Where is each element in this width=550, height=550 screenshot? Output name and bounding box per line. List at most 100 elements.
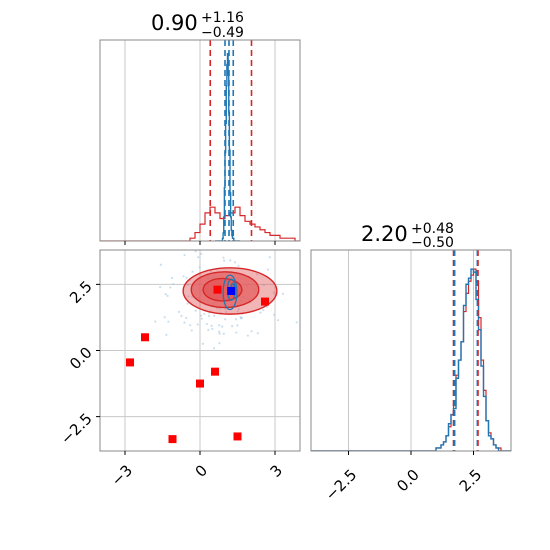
sample-point [196, 323, 199, 326]
x-tick-label: 0.0 [393, 466, 423, 496]
sample-point [225, 310, 228, 314]
sample-point [172, 282, 175, 286]
sample-point [237, 308, 240, 311]
sample-point [164, 293, 167, 296]
x-tick-label: 0 [192, 461, 211, 480]
marginal-panel-param2: −2.5 0.0 2.5 2.20 +0.48 −0.50 [310, 221, 512, 504]
sample-point [185, 276, 188, 279]
sample-point [212, 347, 216, 350]
sample-point [200, 252, 203, 255]
title-median: 2.20 [361, 222, 408, 246]
sample-point [207, 328, 210, 332]
sample-point [224, 307, 227, 311]
x-ticks: −2.5 0.0 2.5 [322, 451, 485, 504]
sample-point [159, 263, 162, 266]
panel-title-param1: 0.90 +1.16 −0.49 [151, 10, 244, 41]
x-tick-label: −2.5 [322, 466, 360, 504]
sample-point [218, 332, 221, 335]
sample-point [185, 316, 188, 320]
marker-red-square [233, 432, 242, 441]
sample-point [237, 264, 240, 267]
marker-red-square [211, 367, 219, 376]
sample-point [246, 247, 248, 249]
sample-point [222, 256, 225, 259]
sample-point [262, 308, 265, 312]
sample-point [170, 276, 174, 280]
sample-point [167, 320, 170, 323]
sample-point [268, 256, 271, 259]
sample-point [218, 330, 221, 333]
x-ticks: −3 0 3 [108, 451, 286, 490]
sample-point [295, 321, 298, 324]
sample-point [191, 270, 194, 273]
sample-point [207, 314, 211, 318]
sample-point [182, 275, 185, 278]
sample-point [231, 324, 234, 328]
title-minus-error: −0.49 [201, 25, 244, 41]
sample-point [218, 342, 221, 345]
x-tick-label: 3 [267, 461, 286, 480]
histogram-blue-param1 [215, 53, 240, 241]
sample-point [194, 309, 197, 312]
sample-point [187, 295, 190, 298]
marker-blue-square [227, 286, 236, 295]
title-plus-error: +0.48 [411, 221, 454, 237]
sample-point [177, 310, 181, 313]
sample-point [236, 324, 239, 327]
sample-point [203, 312, 206, 316]
quantile-lines-param2 [452, 250, 479, 451]
sample-point [221, 325, 224, 328]
sample-point [190, 329, 193, 332]
sample-point [200, 317, 203, 320]
sample-point [154, 320, 157, 323]
x-tick-label: −3 [108, 461, 136, 489]
y-tick-label: −2.5 [57, 410, 95, 448]
sample-point [256, 273, 259, 276]
sample-point [186, 302, 189, 305]
sample-point [235, 331, 238, 334]
sample-point [218, 307, 222, 310]
x-tick-label: 2.5 [456, 466, 486, 496]
sample-point [183, 321, 186, 324]
histogram-blue-param2 [311, 268, 511, 451]
sample-point [256, 332, 259, 335]
sample-point [218, 324, 221, 327]
sample-point [234, 318, 238, 321]
sample-point [259, 311, 262, 314]
sample-point [197, 256, 200, 259]
sample-point [246, 334, 249, 337]
y-tick-label: 2.5 [66, 277, 96, 307]
sample-point [262, 283, 265, 287]
grid [348, 250, 474, 451]
sample-point [187, 283, 190, 286]
marker-red-square [261, 297, 269, 306]
sample-point [211, 327, 214, 331]
sample-point [233, 261, 237, 264]
sample-point [276, 319, 280, 322]
sample-point [240, 316, 244, 320]
sample-point [272, 313, 276, 316]
sample-point [169, 286, 172, 289]
markers [126, 285, 269, 444]
sample-point [229, 259, 232, 262]
sample-point [201, 342, 205, 345]
sample-point [198, 266, 201, 269]
sample-point [180, 314, 183, 318]
histogram-red-param1 [100, 206, 300, 241]
sample-point [159, 285, 162, 289]
sample-point [223, 259, 226, 262]
sample-point [194, 250, 197, 253]
sample-point [189, 324, 192, 327]
quantile-lines-param1 [209, 40, 253, 241]
sample-point [205, 322, 208, 326]
y-ticks: −2.5 0.0 2.5 [57, 277, 100, 448]
sample-point [250, 330, 253, 333]
sample-point [272, 291, 275, 294]
sample-point [248, 243, 250, 245]
panel-title-param2: 2.20 +0.48 −0.50 [361, 221, 454, 251]
title-median: 0.90 [151, 11, 198, 35]
sample-point [222, 332, 225, 335]
contour-blue-level-1 [222, 274, 238, 311]
sample-point [210, 324, 213, 327]
